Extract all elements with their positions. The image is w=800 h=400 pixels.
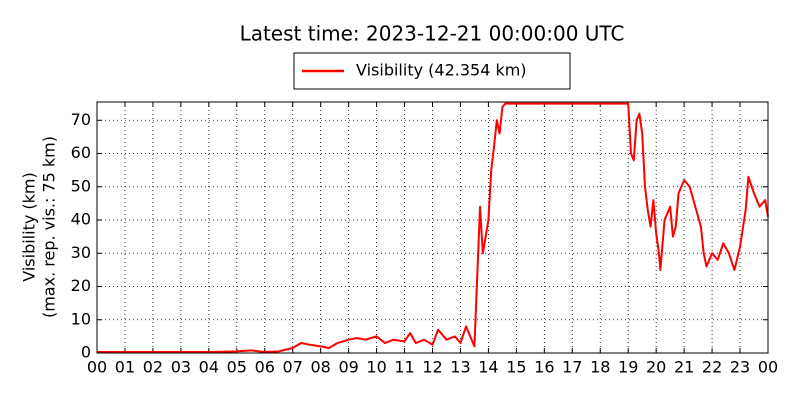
x-tick-label: 23 bbox=[730, 358, 750, 377]
x-tick-label: 01 bbox=[115, 358, 135, 377]
x-tick-label: 10 bbox=[366, 358, 386, 377]
x-tick-label: 16 bbox=[534, 358, 554, 377]
y-tick-label: 60 bbox=[71, 143, 91, 162]
x-tick-label: 13 bbox=[450, 358, 470, 377]
x-tick-label: 09 bbox=[338, 358, 358, 377]
x-tick-label: 06 bbox=[255, 358, 275, 377]
x-tick-label: 21 bbox=[674, 358, 694, 377]
y-tick-label: 70 bbox=[71, 110, 91, 129]
x-tick-label: 14 bbox=[478, 358, 498, 377]
y-tick-label: 40 bbox=[71, 210, 91, 229]
data-line bbox=[97, 102, 769, 353]
x-tick-label: 20 bbox=[646, 358, 666, 377]
x-tick-label: 04 bbox=[199, 358, 219, 377]
x-tick-label: 00 bbox=[758, 358, 778, 377]
y-tick-label: 10 bbox=[71, 309, 91, 328]
chart-title: Latest time: 2023-12-21 00:00:00 UTC bbox=[240, 22, 625, 46]
x-tick-label: 07 bbox=[283, 358, 303, 377]
y-axis-label: Visibility (km) bbox=[20, 172, 39, 281]
x-tick-label: 02 bbox=[143, 358, 163, 377]
y-tick-label: 0 bbox=[81, 343, 91, 362]
x-tick-label: 15 bbox=[506, 358, 526, 377]
x-tick-label: 19 bbox=[618, 358, 638, 377]
x-tick-label: 03 bbox=[171, 358, 191, 377]
plot-frame bbox=[96, 101, 769, 354]
x-tick-label: 00 bbox=[87, 358, 107, 377]
x-tick-label: 11 bbox=[394, 358, 414, 377]
y-tick-label: 50 bbox=[71, 176, 91, 195]
x-tick-label: 12 bbox=[422, 358, 442, 377]
x-tick-label: 18 bbox=[590, 358, 610, 377]
legend-label: Visibility (42.354 km) bbox=[356, 61, 527, 80]
y-tick-label: 30 bbox=[71, 243, 91, 262]
x-tick-label: 08 bbox=[310, 358, 330, 377]
x-tick-label: 22 bbox=[702, 358, 722, 377]
x-tick-label: 05 bbox=[227, 358, 247, 377]
y-axis-label: (max. rep. vis.: 75 km) bbox=[40, 136, 59, 318]
y-tick-label: 20 bbox=[71, 276, 91, 295]
x-tick-label: 17 bbox=[562, 358, 582, 377]
